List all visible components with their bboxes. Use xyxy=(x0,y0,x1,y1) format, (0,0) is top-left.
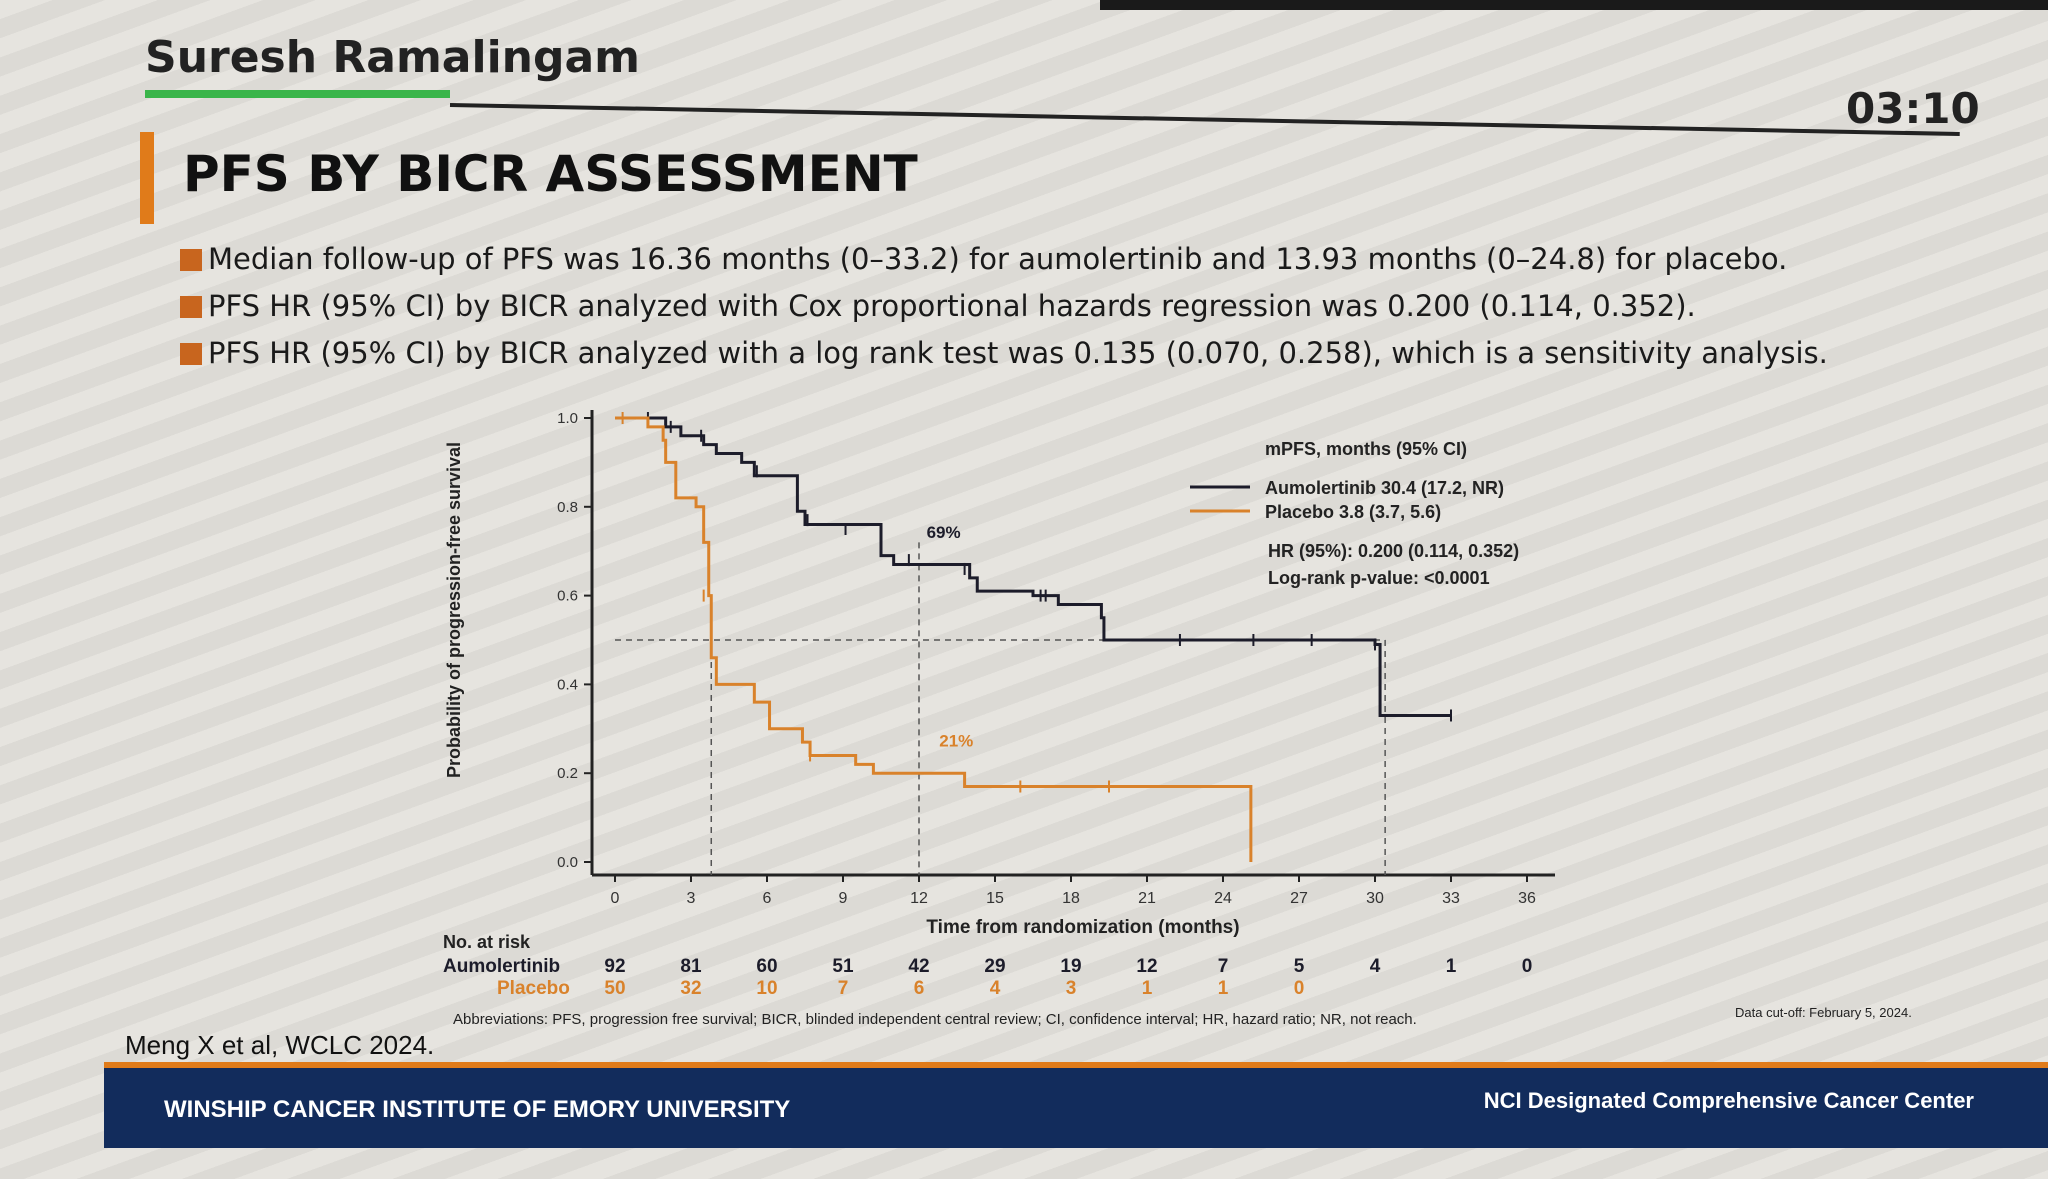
bullet-item: PFS HR (95% CI) by BICR analyzed with a … xyxy=(180,336,1828,370)
risk-row-label-aumolertinib: Aumolertinib xyxy=(443,956,560,977)
footer-bar: WINSHIP CANCER INSTITUTE OF EMORY UNIVER… xyxy=(104,1062,2048,1148)
x-axis-title: Time from randomization (months) xyxy=(926,917,1239,938)
title-accent-bar xyxy=(140,132,154,224)
x-tick-label: 12 xyxy=(910,890,928,907)
risk-count-aumolertinib: 5 xyxy=(1294,956,1305,977)
presentation-timer: 03:10 xyxy=(1846,84,1980,133)
risk-count-aumolertinib: 12 xyxy=(1136,956,1157,977)
risk-count-aumolertinib: 51 xyxy=(832,956,854,977)
kaplan-meier-chart: 0.00.20.40.60.81.00 3 6 9 12 15 18 21 24 27 30 33 36… xyxy=(443,410,1912,1028)
x-tick-label: 33 xyxy=(1442,890,1460,907)
log-rank-p-value-text: Log-rank p-value: <0.0001 xyxy=(1268,568,1490,588)
risk-count-aumolertinib: 1 xyxy=(1446,956,1457,977)
legend-title: mPFS, months (95% CI) xyxy=(1265,439,1467,459)
risk-count-aumolertinib: 4 xyxy=(1370,956,1381,977)
footer-institution: WINSHIP CANCER INSTITUTE OF EMORY UNIVER… xyxy=(164,1096,791,1123)
x-tick-label: 0 xyxy=(611,890,620,907)
slide-title: PFS BY BICR ASSESSMENT xyxy=(183,145,918,203)
risk-count-aumolertinib: 42 xyxy=(908,956,929,977)
x-tick-label: 18 xyxy=(1062,890,1080,907)
x-tick-label: 30 xyxy=(1366,890,1384,907)
risk-count-aumolertinib: 29 xyxy=(984,956,1005,977)
bullet-text: PFS HR (95% CI) by BICR analyzed with Co… xyxy=(208,289,1696,323)
risk-count-placebo: 50 xyxy=(604,978,625,999)
risk-count-aumolertinib: 7 xyxy=(1218,956,1229,977)
top-dark-bar xyxy=(1100,0,2048,10)
risk-count-placebo: 3 xyxy=(1066,978,1077,999)
landmark-annotation: 69% xyxy=(927,523,961,542)
y-axis-title: Probability of progression-free survival xyxy=(444,442,464,778)
x-tick-label: 36 xyxy=(1518,890,1536,907)
y-tick-label: 0.8 xyxy=(557,499,578,516)
speaker-name: Suresh Ramalingam xyxy=(145,32,641,83)
footer-designation: NCI Designated Comprehensive Cancer Cent… xyxy=(1483,1088,1974,1113)
y-tick-label: 0.6 xyxy=(557,588,578,605)
risk-count-placebo: 6 xyxy=(914,978,925,999)
risk-count-aumolertinib: 60 xyxy=(756,956,777,977)
speaker-underline-accent xyxy=(145,90,450,98)
x-tick-label: 3 xyxy=(687,890,696,907)
y-tick-label: 0.4 xyxy=(557,676,578,693)
y-tick-label: 0.2 xyxy=(557,765,578,782)
bullet-list: Median follow-up of PFS was 16.36 months… xyxy=(180,242,1828,383)
risk-count-placebo: 1 xyxy=(1142,978,1153,999)
x-tick-label: 24 xyxy=(1214,890,1232,907)
bullet-item: Median follow-up of PFS was 16.36 months… xyxy=(180,242,1820,276)
bullet-item: PFS HR (95% CI) by BICR analyzed with Co… xyxy=(180,289,1820,323)
legend-label-aumolertinib: Aumolertinib 30.4 (17.2, NR) xyxy=(1265,478,1504,498)
risk-row-label-placebo: Placebo xyxy=(497,978,570,999)
square-bullet-icon xyxy=(180,296,202,318)
legend: mPFS, months (95% CI) Aumolertinib 30.4 … xyxy=(1190,439,1519,588)
risk-count-placebo: 7 xyxy=(838,978,849,999)
risk-count-placebo: 1 xyxy=(1218,978,1229,999)
data-cutoff-note: Data cut-off: February 5, 2024. xyxy=(1735,1005,1912,1020)
x-tick-label: 9 xyxy=(839,890,848,907)
x-tick-label: 6 xyxy=(763,890,772,907)
landmark-annotation: 21% xyxy=(939,732,973,751)
risk-table: 92 81 60 51 42 29 19 12 7 5 4 1 050 32 10 7 6 4 3 1 1 0 xyxy=(604,956,1532,999)
risk-count-aumolertinib: 81 xyxy=(680,956,702,977)
risk-count-aumolertinib: 19 xyxy=(1060,956,1081,977)
bullet-text: PFS HR (95% CI) by BICR analyzed with a … xyxy=(208,336,1828,370)
km-curve-placebo xyxy=(615,416,1253,862)
x-tick-label: 21 xyxy=(1138,890,1156,907)
square-bullet-icon xyxy=(180,249,202,271)
risk-count-placebo: 4 xyxy=(990,978,1001,999)
risk-count-aumolertinib: 92 xyxy=(604,956,625,977)
bullet-text: Median follow-up of PFS was 16.36 months… xyxy=(208,242,1788,276)
risk-count-placebo: 10 xyxy=(756,978,777,999)
y-tick-label: 0.0 xyxy=(557,854,578,871)
x-tick-label: 15 xyxy=(986,890,1004,907)
hazard-ratio-text: HR (95%): 0.200 (0.114, 0.352) xyxy=(1268,541,1519,561)
citation: Meng X et al, WCLC 2024. xyxy=(125,1030,435,1060)
x-tick-label: 27 xyxy=(1290,890,1308,907)
risk-table-title: No. at risk xyxy=(443,932,531,952)
risk-count-placebo: 32 xyxy=(680,978,701,999)
y-tick-label: 1.0 xyxy=(557,410,578,427)
risk-count-aumolertinib: 0 xyxy=(1522,956,1533,977)
square-bullet-icon xyxy=(180,343,202,365)
abbreviations-note: Abbreviations: PFS, progression free sur… xyxy=(453,1011,1417,1028)
km-curve-aumolertinib xyxy=(615,416,1451,717)
chart-plot-area: 0.00.20.40.60.81.00 3 6 9 12 15 18 21 24 27 30 33 36… xyxy=(557,410,1555,907)
risk-count-placebo: 0 xyxy=(1294,978,1305,999)
legend-label-placebo: Placebo 3.8 (3.7, 5.6) xyxy=(1265,502,1441,522)
